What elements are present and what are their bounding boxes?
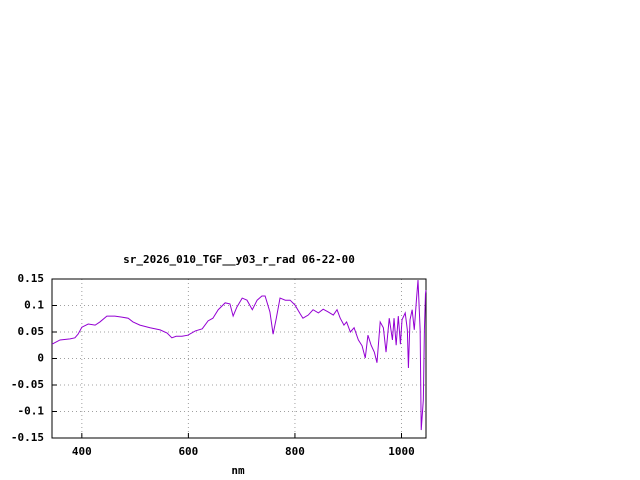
y-tick-label: -0.1 (18, 405, 45, 418)
x-tick-label: 400 (72, 445, 92, 458)
y-tick-label: 0.1 (24, 299, 44, 312)
x-tick-label: 1000 (388, 445, 415, 458)
y-tick-label: 0.15 (18, 272, 45, 285)
y-tick-label: 0.05 (18, 325, 45, 338)
x-tick-label: 600 (178, 445, 198, 458)
data-line (51, 280, 427, 431)
y-tick-label: -0.15 (11, 431, 44, 444)
x-tick-label: 800 (285, 445, 305, 458)
x-axis-label: nm (231, 464, 245, 477)
y-tick-label: 0 (37, 352, 44, 365)
plot-border (51, 278, 427, 439)
chart-title: sr_2026_010_TGF__y03_r_rad 06-22-00 (123, 253, 355, 266)
y-tick-label: -0.05 (11, 378, 44, 391)
